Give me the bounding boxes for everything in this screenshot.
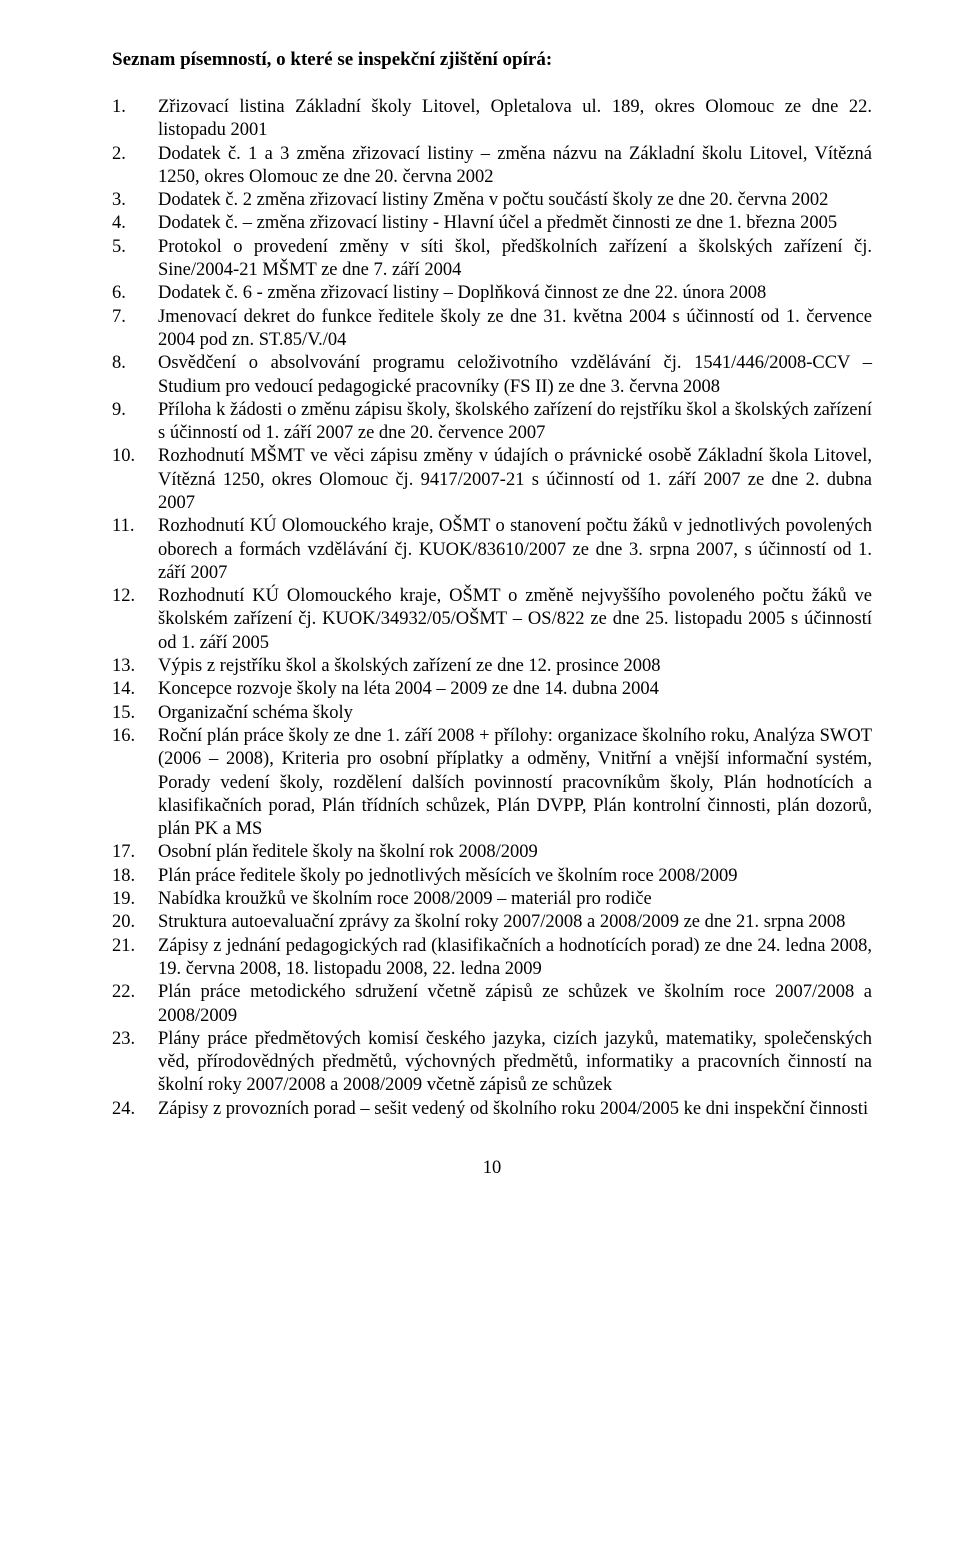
list-item-number: 22. xyxy=(112,981,150,1004)
page-title: Seznam písemností, o které se inspekční … xyxy=(112,48,872,72)
list-item: 22. Plán práce metodického sdružení včetn… xyxy=(112,981,872,1028)
list-item-number: 18. xyxy=(112,865,150,888)
list-item-number: 23. xyxy=(112,1028,150,1051)
list-item-number: 12. xyxy=(112,585,150,608)
list-item-text: Dodatek č. 1 a 3 změna zřizovací listiny… xyxy=(158,144,872,187)
list-item-text: Dodatek č. – změna zřizovací listiny - H… xyxy=(158,213,837,233)
list-item: 18. Plán práce ředitele školy po jednotli… xyxy=(112,865,872,888)
list-item-text: Osvědčení o absolvování programu celoživ… xyxy=(158,353,872,396)
list-item-number: 3. xyxy=(112,189,150,212)
document-list: 1. Zřizovací listina Základní školy Litov… xyxy=(112,96,872,1121)
list-item-number: 14. xyxy=(112,678,150,701)
list-item-text: Koncepce rozvoje školy na léta 2004 – 20… xyxy=(158,679,659,699)
list-item-text: Protokol o provedení změny v síti škol, … xyxy=(158,237,872,280)
list-item-text: Roční plán práce školy ze dne 1. září 20… xyxy=(158,726,872,839)
list-item-number: 15. xyxy=(112,702,150,725)
list-item: 16. Roční plán práce školy ze dne 1. září… xyxy=(112,725,872,841)
list-item: 8. Osvědčení o absolvování programu celož… xyxy=(112,352,872,399)
list-item-number: 5. xyxy=(112,236,150,259)
list-item-text: Rozhodnutí KÚ Olomouckého kraje, OŠMT o … xyxy=(158,516,872,583)
list-item-text: Zřizovací listina Základní školy Litovel… xyxy=(158,97,872,140)
list-item: 5. Protokol o provedení změny v síti škol… xyxy=(112,236,872,283)
list-item-number: 24. xyxy=(112,1098,150,1121)
list-item: 11. Rozhodnutí KÚ Olomouckého kraje, OŠMT… xyxy=(112,515,872,585)
list-item-text: Jmenovací dekret do funkce ředitele škol… xyxy=(158,307,872,350)
list-item: 21. Zápisy z jednání pedagogických rad (k… xyxy=(112,935,872,982)
list-item-number: 1. xyxy=(112,96,150,119)
list-item-text: Výpis z rejstříku škol a školských zaříz… xyxy=(158,656,660,676)
list-item: 3. Dodatek č. 2 změna zřizovací listiny Z… xyxy=(112,189,872,212)
list-item: 2. Dodatek č. 1 a 3 změna zřizovací listi… xyxy=(112,143,872,190)
list-item: 1. Zřizovací listina Základní školy Litov… xyxy=(112,96,872,143)
list-item-text: Plán práce ředitele školy po jednotlivýc… xyxy=(158,866,738,886)
list-item-number: 6. xyxy=(112,282,150,305)
list-item-number: 13. xyxy=(112,655,150,678)
list-item-number: 7. xyxy=(112,306,150,329)
list-item-number: 10. xyxy=(112,445,150,468)
list-item: 7. Jmenovací dekret do funkce ředitele šk… xyxy=(112,306,872,353)
list-item-number: 11. xyxy=(112,515,150,538)
list-item: 24. Zápisy z provozních porad – sešit ved… xyxy=(112,1098,872,1121)
list-item-number: 8. xyxy=(112,352,150,375)
list-item: 15. Organizační schéma školy xyxy=(112,702,872,725)
list-item-text: Organizační schéma školy xyxy=(158,703,353,723)
list-item-number: 16. xyxy=(112,725,150,748)
list-item: 6. Dodatek č. 6 - změna zřizovací listiny… xyxy=(112,282,872,305)
list-item-number: 4. xyxy=(112,212,150,235)
list-item-number: 9. xyxy=(112,399,150,422)
list-item: 13. Výpis z rejstříku škol a školských za… xyxy=(112,655,872,678)
page-number: 10 xyxy=(112,1157,872,1180)
list-item: 23. Plány práce předmětových komisí české… xyxy=(112,1028,872,1098)
list-item-text: Plány práce předmětových komisí českého … xyxy=(158,1029,872,1096)
list-item: 20. Struktura autoevaluační zprávy za ško… xyxy=(112,911,872,934)
list-item-text: Nabídka kroužků ve školním roce 2008/200… xyxy=(158,889,652,909)
list-item: 10. Rozhodnutí MŠMT ve věci zápisu změny … xyxy=(112,445,872,515)
list-item-number: 17. xyxy=(112,841,150,864)
list-item-text: Struktura autoevaluační zprávy za školní… xyxy=(158,912,845,932)
list-item-text: Dodatek č. 2 změna zřizovací listiny Změ… xyxy=(158,190,828,210)
list-item-number: 20. xyxy=(112,911,150,934)
list-item-text: Rozhodnutí MŠMT ve věci zápisu změny v ú… xyxy=(158,446,872,513)
list-item: 14. Koncepce rozvoje školy na léta 2004 –… xyxy=(112,678,872,701)
list-item-text: Dodatek č. 6 - změna zřizovací listiny –… xyxy=(158,283,766,303)
list-item-text: Příloha k žádosti o změnu zápisu školy, … xyxy=(158,400,872,443)
list-item-text: Rozhodnutí KÚ Olomouckého kraje, OŠMT o … xyxy=(158,586,872,653)
list-item-text: Plán práce metodického sdružení včetně z… xyxy=(158,982,872,1025)
list-item-number: 21. xyxy=(112,935,150,958)
list-item-text: Zápisy z jednání pedagogických rad (klas… xyxy=(158,936,872,979)
list-item-text: Osobní plán ředitele školy na školní rok… xyxy=(158,842,538,862)
list-item: 4. Dodatek č. – změna zřizovací listiny -… xyxy=(112,212,872,235)
list-item: 9. Příloha k žádosti o změnu zápisu školy… xyxy=(112,399,872,446)
list-item-text: Zápisy z provozních porad – sešit vedený… xyxy=(158,1099,868,1119)
list-item: 19. Nabídka kroužků ve školním roce 2008/… xyxy=(112,888,872,911)
list-item: 17. Osobní plán ředitele školy na školní … xyxy=(112,841,872,864)
list-item-number: 19. xyxy=(112,888,150,911)
list-item: 12. Rozhodnutí KÚ Olomouckého kraje, OŠMT… xyxy=(112,585,872,655)
list-item-number: 2. xyxy=(112,143,150,166)
